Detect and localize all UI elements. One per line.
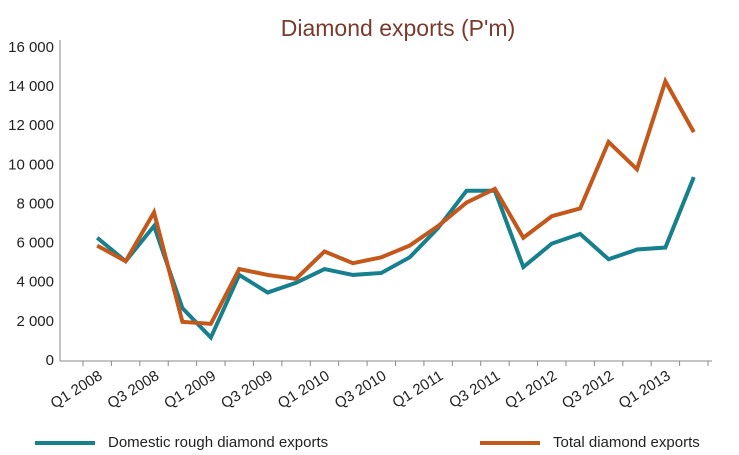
y-tick-label: 12 000 [8,117,54,134]
chart-title: Diamond exports (P'm) [281,15,515,41]
x-tick-label: Q3 2012 [559,367,617,412]
y-tick-label: 4 000 [16,274,54,291]
x-tick-label: Q1 2008 [48,367,106,412]
x-tick-label: Q3 2010 [332,367,390,412]
series-line [95,176,696,342]
y-tick-label: 14 000 [8,78,54,95]
y-tick-label: 0 [46,352,54,369]
x-tick-label: Q3 2011 [446,367,503,411]
legend-label: Domestic rough diamond exports [108,434,328,451]
y-tick-label: 8 000 [16,195,54,212]
y-tick-label: 6 000 [16,235,54,252]
y-tick-label: 16 000 [8,39,54,56]
x-tick-label: Q3 2008 [104,367,162,412]
x-tick-label: Q3 2009 [218,367,276,412]
series-line [96,76,696,326]
x-tick-label: Q1 2013 [616,367,674,412]
x-tick-label: Q1 2010 [275,367,333,412]
x-tick-label: Q1 2011 [389,367,446,411]
x-tick-label: Q1 2012 [502,367,560,412]
x-tick-label: Q1 2009 [161,367,219,412]
legend-label: Total diamond exports [553,434,700,451]
y-tick-label: 10 000 [8,156,54,173]
y-tick-label: 2 000 [16,313,54,330]
